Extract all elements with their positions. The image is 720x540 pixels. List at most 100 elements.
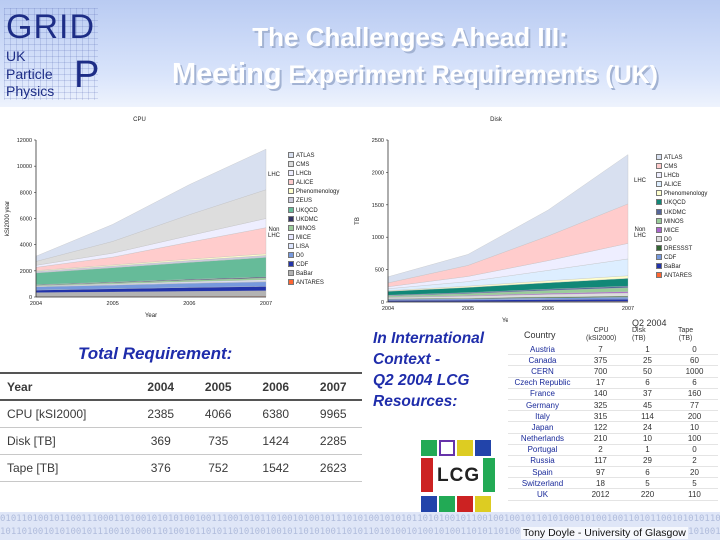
cpu-chart-svg: CPU kSI2000 year 0 2000 4000 6000 8000 10000 120… bbox=[5, 117, 272, 319]
value-cell: 1 bbox=[645, 344, 650, 354]
legend-swatch bbox=[288, 170, 294, 177]
lcg-table-row: Italy 315 114 200 bbox=[508, 411, 718, 423]
x-tick-label: 2007 bbox=[260, 301, 272, 307]
value-cell: 110 bbox=[688, 490, 701, 500]
lcg-table-row: UK 2012 220 110 bbox=[508, 489, 718, 501]
slide-title-line1: The Challenges Ahead III: bbox=[252, 22, 568, 52]
x-tick-label: 2005 bbox=[107, 301, 119, 307]
cell: 376 bbox=[150, 460, 171, 475]
country-cell: Austria bbox=[530, 344, 555, 354]
cell: 1424 bbox=[262, 433, 290, 448]
international-context-text: In International Context - Q2 2004 LCG R… bbox=[373, 328, 484, 412]
value-cell: 6 bbox=[645, 378, 650, 388]
legend-label: BaBar bbox=[296, 271, 313, 278]
legend-label: MINOS bbox=[296, 225, 316, 232]
legend-label: ALICE bbox=[296, 180, 314, 187]
legend-label: Phenomenology bbox=[296, 189, 340, 196]
logo-line-physics: Physics bbox=[6, 83, 55, 99]
value-cell: 117 bbox=[594, 456, 607, 466]
legend-item-ukdmc: UKDMC bbox=[288, 215, 339, 225]
y-tick-label: 2000 bbox=[20, 269, 32, 275]
legend-label: CMS bbox=[664, 164, 678, 171]
value-cell: 97 bbox=[596, 467, 605, 477]
legend-swatch bbox=[288, 179, 294, 186]
country-cell: Germany bbox=[526, 400, 559, 410]
disk-legend: ATLAS CMS LHCb ALICE Phenomenology UKQCD UKDMC… bbox=[656, 154, 707, 281]
legend-label: ANTARES bbox=[664, 273, 692, 280]
logo-square bbox=[457, 440, 473, 456]
legend-item-alice: ALICE bbox=[656, 181, 707, 190]
cell: 9965 bbox=[319, 406, 347, 421]
legend-label: LISA bbox=[296, 243, 310, 250]
value-cell: 25 bbox=[643, 355, 652, 365]
legend-item-dressst: DRESSST bbox=[656, 244, 707, 254]
x-tick-label: 2006 bbox=[183, 301, 195, 307]
value-cell: 100 bbox=[687, 434, 702, 444]
value-cell: 10 bbox=[690, 422, 699, 432]
value-cell: 18 bbox=[596, 478, 605, 488]
country-cell: Japan bbox=[531, 422, 554, 432]
legend-swatch bbox=[288, 188, 294, 195]
chart-title: Disk bbox=[490, 117, 503, 123]
logo-line-particle: Particle bbox=[6, 66, 53, 82]
legend-swatch bbox=[656, 199, 662, 206]
cell: 735 bbox=[208, 433, 229, 448]
value-cell: 10 bbox=[643, 434, 652, 444]
intl-line-3: Q2 2004 LCG bbox=[373, 372, 470, 389]
slide-footer: Tony Doyle - University of Glasgow bbox=[0, 514, 720, 540]
slide-header: GRID P UK Particle Physics The Challenge… bbox=[0, 0, 720, 107]
legend-item-minos: MINOS bbox=[656, 217, 707, 227]
binary-footer-band: 0101101001011001110001101001010101001001… bbox=[0, 512, 720, 540]
value-cell: 2 bbox=[692, 456, 697, 466]
cell: 2285 bbox=[319, 433, 347, 448]
value-cell: 325 bbox=[593, 400, 608, 410]
table-row-cpu: CPU [kSI2000] 2385 4066 6380 9965 bbox=[0, 400, 362, 427]
lcg-table-row: Spain 97 6 20 bbox=[508, 467, 718, 479]
logo-square bbox=[421, 458, 433, 492]
legend-label: UKDMC bbox=[664, 209, 686, 216]
legend-swatch bbox=[656, 254, 662, 261]
legend-label: CMS bbox=[296, 162, 310, 169]
value-cell: 122 bbox=[593, 422, 608, 432]
lcg-table-row: Czech Republic 17 6 6 bbox=[508, 378, 718, 389]
title-word-meeting: Meeting bbox=[171, 58, 282, 90]
cell: 752 bbox=[208, 460, 229, 475]
x-tick-label: 2004 bbox=[30, 301, 42, 307]
value-cell: 6 bbox=[645, 467, 650, 477]
value-cell: 200 bbox=[687, 411, 702, 421]
country-cell: France bbox=[530, 389, 555, 399]
legend-swatch bbox=[288, 279, 294, 286]
slide-title-line2: Meeting Experiment Requirements (UK) bbox=[110, 58, 720, 91]
lcg-table-row: Austria 7 1 0 bbox=[508, 344, 718, 356]
value-cell: 5 bbox=[645, 478, 650, 488]
lcg-col-tape: Tape (TB) bbox=[678, 327, 694, 342]
value-cell: 140 bbox=[593, 389, 608, 399]
row-label: Tape [TB] bbox=[7, 460, 59, 475]
cpu-legend: ATLAS CMS LHCb ALICE Phenomenology ZEUS UKQCD U… bbox=[288, 152, 339, 288]
legend-item-lhcb: LHCb bbox=[288, 170, 339, 179]
value-cell: 5 bbox=[692, 478, 697, 488]
value-cell: 2 bbox=[598, 445, 603, 455]
legend-label: ATLAS bbox=[664, 155, 683, 161]
legend-item-atlas: ATLAS bbox=[288, 152, 339, 161]
country-cell: UK bbox=[536, 490, 549, 500]
cell: 6380 bbox=[262, 406, 290, 421]
lcg-col-cpu: CPU (kSI2000) bbox=[586, 327, 617, 342]
legend-swatch bbox=[656, 272, 662, 279]
legend-item-phenomenology: Phenomenology bbox=[288, 188, 339, 197]
binary-line-1: 0101101001011001110001101001010101001001… bbox=[0, 514, 720, 524]
lcg-table-row: Japan 122 24 10 bbox=[508, 422, 718, 434]
legend-item-lhcb: LHCb bbox=[656, 172, 707, 181]
legend-item-ukqcd: UKQCD bbox=[288, 206, 339, 216]
legend-label: Phenomenology bbox=[664, 191, 708, 198]
y-tick-label: 1000 bbox=[372, 235, 384, 241]
legend-label: CDF bbox=[664, 255, 677, 262]
total-requirement-table: Year 2004 2005 2006 2007 CPU [kSI2000] 2… bbox=[0, 372, 362, 482]
value-cell: 210 bbox=[593, 434, 608, 444]
y-tick-label: 500 bbox=[375, 268, 384, 274]
legend-swatch bbox=[288, 252, 294, 259]
legend-swatch bbox=[656, 208, 662, 215]
legend-swatch bbox=[288, 197, 294, 204]
value-cell: 700 bbox=[593, 366, 608, 376]
legend-swatch bbox=[656, 181, 662, 188]
